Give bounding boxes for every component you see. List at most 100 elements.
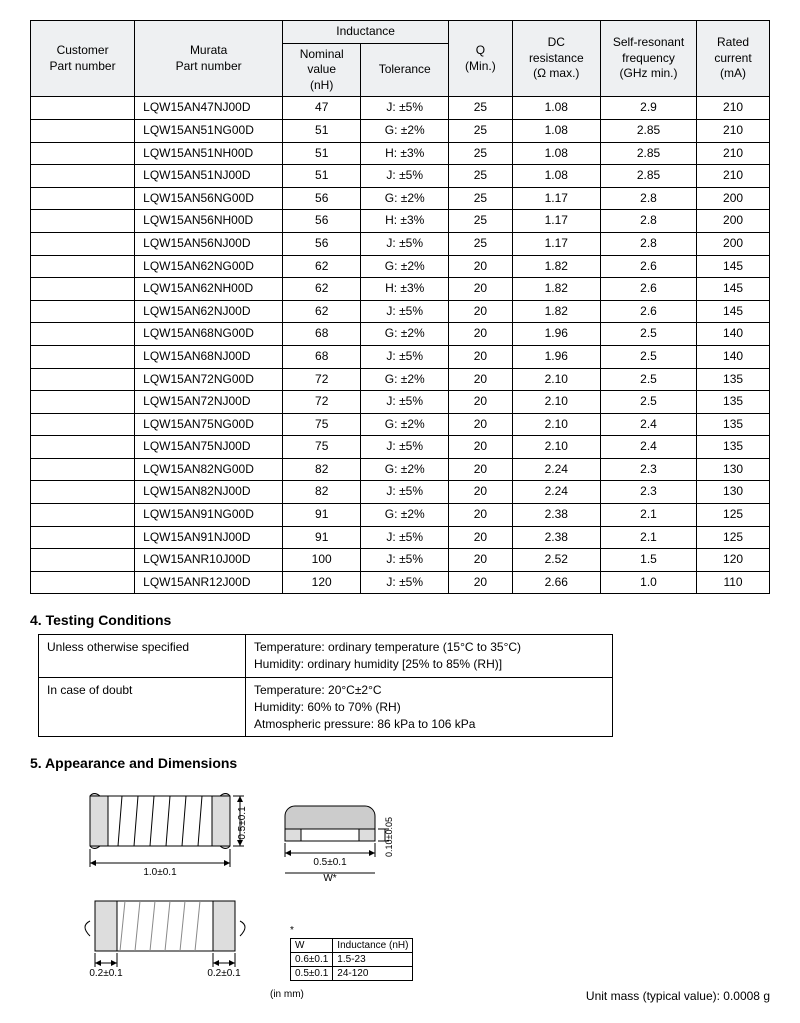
cell-srf: 2.5 <box>600 391 696 414</box>
cell-q: 25 <box>449 165 513 188</box>
col-inductance: Inductance <box>283 21 449 44</box>
cell-q: 20 <box>449 300 513 323</box>
cell-dc: 1.96 <box>512 345 600 368</box>
cell-customer <box>31 323 135 346</box>
table-row: LQW15AN62NH00D62H: ±3%201.822.6145 <box>31 278 770 301</box>
w-star: * <box>290 925 413 936</box>
cell-part: LQW15AN72NJ00D <box>135 391 283 414</box>
cell-nominal: 62 <box>283 300 361 323</box>
cell-dc: 1.96 <box>512 323 600 346</box>
testing-table: Unless otherwise specified Temperature: … <box>38 634 613 737</box>
cell-part: LQW15AN51NG00D <box>135 119 283 142</box>
cell-part: LQW15AN56NJ00D <box>135 232 283 255</box>
cell-rated: 130 <box>697 458 770 481</box>
cell-dc: 1.08 <box>512 165 600 188</box>
table-row: LQW15AN56NH00D56H: ±3%251.172.8200 <box>31 210 770 233</box>
cell-nominal: 51 <box>283 165 361 188</box>
cell-tolerance: J: ±5% <box>361 345 449 368</box>
cell-part: LQW15ANR10J00D <box>135 549 283 572</box>
cell-q: 20 <box>449 481 513 504</box>
table-row: LQW15AN62NJ00D62J: ±5%201.822.6145 <box>31 300 770 323</box>
cell-srf: 2.3 <box>600 481 696 504</box>
cell-rated: 145 <box>697 255 770 278</box>
cell-customer <box>31 187 135 210</box>
cell-srf: 2.4 <box>600 413 696 436</box>
cell-q: 20 <box>449 413 513 436</box>
cell-dc: 1.82 <box>512 278 600 301</box>
cell-customer <box>31 391 135 414</box>
testing-row2-label: In case of doubt <box>39 678 246 737</box>
table-row: LQW15AN51NH00D51H: ±3%251.082.85210 <box>31 142 770 165</box>
cell-dc: 2.10 <box>512 368 600 391</box>
cell-rated: 210 <box>697 97 770 120</box>
cell-customer <box>31 119 135 142</box>
cell-part: LQW15AN47NJ00D <box>135 97 283 120</box>
cell-rated: 125 <box>697 504 770 527</box>
cell-rated: 135 <box>697 436 770 459</box>
cell-tolerance: J: ±5% <box>361 232 449 255</box>
cell-customer <box>31 549 135 572</box>
svg-text:0.5±0.1: 0.5±0.1 <box>313 857 347 868</box>
cell-tolerance: G: ±2% <box>361 504 449 527</box>
cell-srf: 2.1 <box>600 526 696 549</box>
table-row: LQW15AN56NJ00D56J: ±5%251.172.8200 <box>31 232 770 255</box>
cell-customer <box>31 165 135 188</box>
table-row: LQW15AN82NG00D82G: ±2%202.242.3130 <box>31 458 770 481</box>
cell-nominal: 56 <box>283 210 361 233</box>
cell-q: 25 <box>449 119 513 142</box>
cell-tolerance: J: ±5% <box>361 300 449 323</box>
cell-nominal: 82 <box>283 481 361 504</box>
cell-part: LQW15ANR12J00D <box>135 571 283 594</box>
col-q: Q(Min.) <box>449 21 513 97</box>
cell-nominal: 75 <box>283 436 361 459</box>
in-mm-label: (in mm) <box>270 989 304 1003</box>
cell-q: 25 <box>449 142 513 165</box>
spec-table: CustomerPart number MurataPart number In… <box>30 20 770 594</box>
cell-q: 25 <box>449 187 513 210</box>
cell-part: LQW15AN51NH00D <box>135 142 283 165</box>
table-row: LQW15AN68NG00D68G: ±2%201.962.5140 <box>31 323 770 346</box>
cell-tolerance: G: ±2% <box>361 255 449 278</box>
cell-tolerance: J: ±5% <box>361 97 449 120</box>
cell-rated: 110 <box>697 571 770 594</box>
testing-row1-label: Unless otherwise specified <box>39 635 246 678</box>
cell-q: 25 <box>449 210 513 233</box>
cell-srf: 2.85 <box>600 165 696 188</box>
cell-q: 20 <box>449 504 513 527</box>
cell-dc: 1.82 <box>512 255 600 278</box>
table-row: LQW15AN47NJ00D47J: ±5%251.082.9210 <box>31 97 770 120</box>
col-customer: CustomerPart number <box>31 21 135 97</box>
cell-customer <box>31 255 135 278</box>
table-row: LQW15AN91NG00D91G: ±2%202.382.1125 <box>31 504 770 527</box>
w-table-block: * WInductance (nH) 0.6±0.11.5-23 0.5±0.1… <box>290 925 413 981</box>
cell-tolerance: H: ±3% <box>361 142 449 165</box>
cell-nominal: 62 <box>283 255 361 278</box>
table-row: LQW15ANR10J00D100J: ±5%202.521.5120 <box>31 549 770 572</box>
cell-customer <box>31 571 135 594</box>
cell-tolerance: G: ±2% <box>361 187 449 210</box>
cell-customer <box>31 504 135 527</box>
cell-customer <box>31 413 135 436</box>
table-row: LQW15AN51NG00D51G: ±2%251.082.85210 <box>31 119 770 142</box>
cell-q: 20 <box>449 323 513 346</box>
cell-dc: 1.17 <box>512 187 600 210</box>
cell-nominal: 72 <box>283 368 361 391</box>
table-row: LQW15AN56NG00D56G: ±2%251.172.8200 <box>31 187 770 210</box>
col-rated: Ratedcurrent(mA) <box>697 21 770 97</box>
cell-rated: 140 <box>697 345 770 368</box>
table-row: LQW15AN72NG00D72G: ±2%202.102.5135 <box>31 368 770 391</box>
cell-rated: 210 <box>697 119 770 142</box>
cell-customer <box>31 526 135 549</box>
cell-nominal: 51 <box>283 119 361 142</box>
cell-srf: 2.8 <box>600 210 696 233</box>
table-row: LQW15AN91NJ00D91J: ±5%202.382.1125 <box>31 526 770 549</box>
cell-q: 20 <box>449 391 513 414</box>
w-table: WInductance (nH) 0.6±0.11.5-23 0.5±0.124… <box>290 938 413 981</box>
cell-srf: 2.5 <box>600 345 696 368</box>
cell-tolerance: G: ±2% <box>361 413 449 436</box>
cell-part: LQW15AN72NG00D <box>135 368 283 391</box>
table-row: LQW15AN72NJ00D72J: ±5%202.102.5135 <box>31 391 770 414</box>
cell-rated: 125 <box>697 526 770 549</box>
cell-rated: 135 <box>697 391 770 414</box>
cell-nominal: 56 <box>283 232 361 255</box>
